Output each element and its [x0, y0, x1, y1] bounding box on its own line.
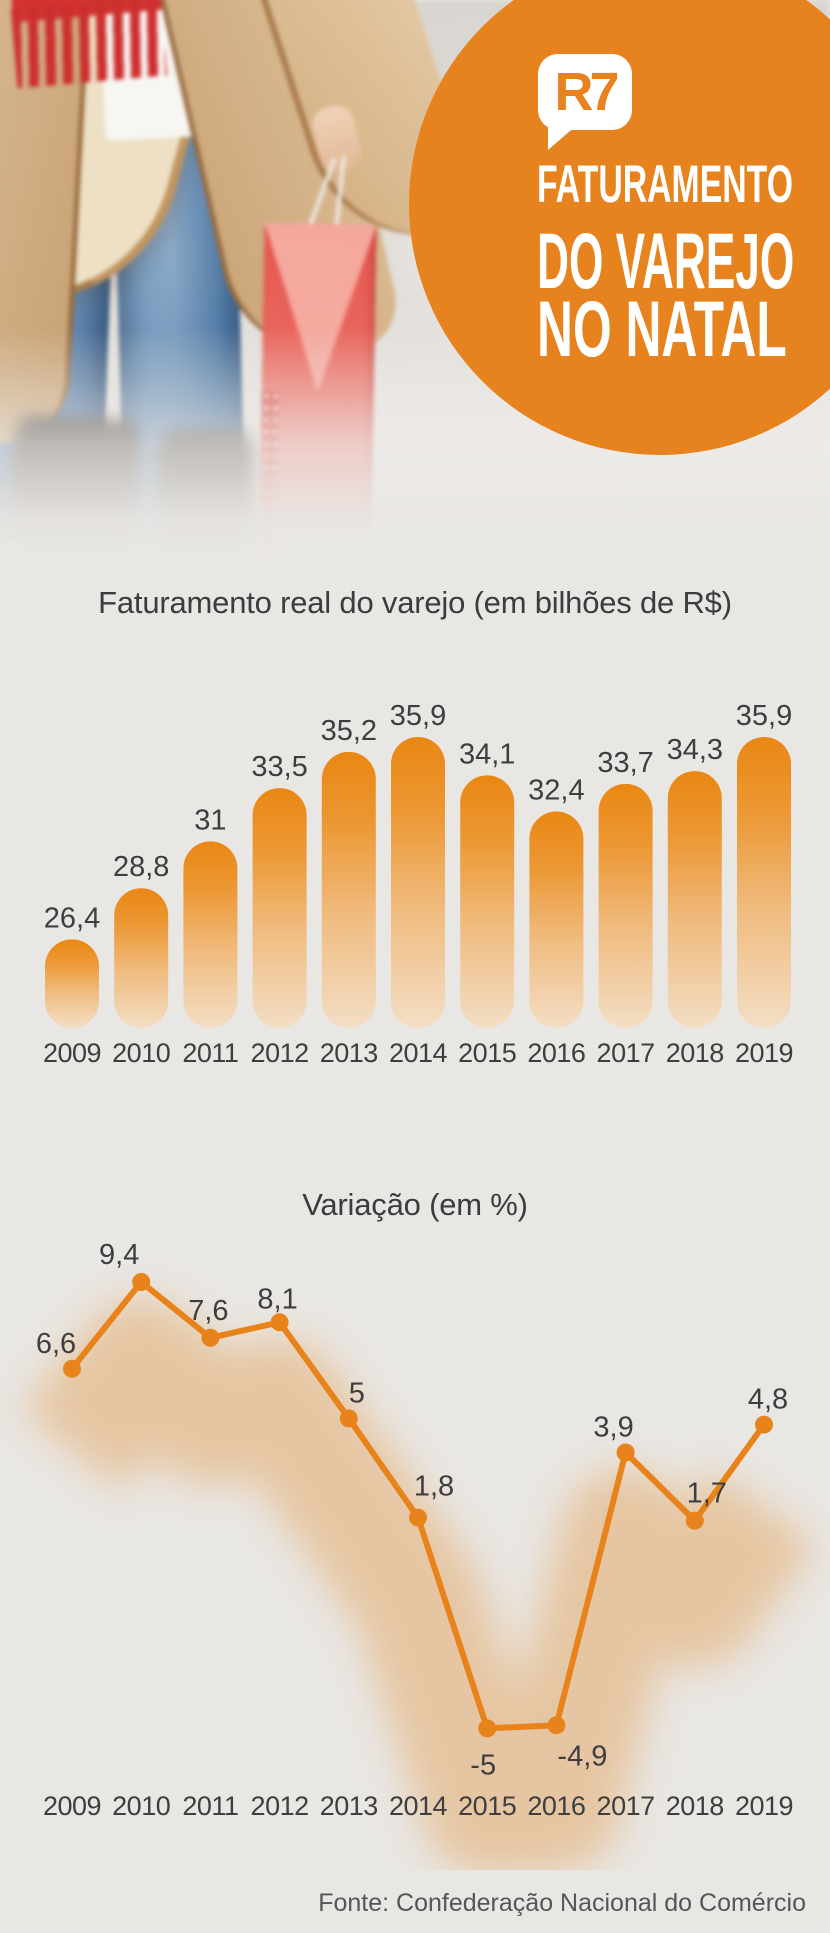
point-value-label: 4,8 — [748, 1384, 788, 1416]
bar-year-label: 2016 — [527, 1038, 585, 1068]
line-year-label: 2012 — [251, 1791, 309, 1821]
point-value-label: 7,6 — [188, 1295, 228, 1327]
red-scarf-fringe — [10, 0, 168, 89]
hero-title-line-3: NO NATAL — [537, 284, 787, 373]
hero-title-line-2: DO VAREJO — [537, 216, 795, 305]
point-dot — [547, 1716, 566, 1735]
line-year-label: 2015 — [458, 1791, 516, 1821]
bar — [321, 751, 376, 1028]
bar-year-label: 2015 — [458, 1038, 516, 1068]
bar-group-2011: 31 2011 — [182, 804, 239, 1068]
bar — [667, 771, 722, 1028]
bar — [114, 888, 169, 1028]
bar-year-label: 2013 — [320, 1038, 378, 1068]
line-year-label: 2019 — [735, 1791, 793, 1821]
r7-logo-text: R7 — [554, 62, 619, 122]
bar-value-label: 28,8 — [113, 851, 169, 883]
line-year-label: 2009 — [43, 1791, 101, 1821]
bar — [252, 788, 307, 1028]
line-year-label: 2016 — [527, 1791, 585, 1821]
bar-value-label: 31 — [194, 804, 226, 836]
bar-value-label: 34,3 — [667, 734, 723, 766]
r7-logo: R7 — [538, 54, 632, 130]
point-value-label: 1,8 — [414, 1471, 454, 1503]
line-year-label: 2013 — [320, 1791, 378, 1821]
point-dot — [409, 1508, 427, 1527]
bar-group-2016: 32,4 2016 — [527, 775, 586, 1068]
bar-value-label: 35,9 — [736, 700, 792, 732]
bar-group-2014: 35,9 2014 — [389, 700, 448, 1068]
bar-value-label: 33,5 — [251, 751, 307, 783]
point-value-label: 5 — [349, 1377, 365, 1409]
bar-value-label: 35,2 — [321, 715, 377, 747]
bar-year-label: 2010 — [112, 1038, 170, 1068]
bar — [183, 841, 238, 1028]
line-chart-title: Variação (em %) — [302, 1187, 528, 1222]
bar-year-label: 2009 — [43, 1038, 101, 1068]
bar-group-2018: 34,3 2018 — [666, 734, 725, 1068]
bar-group-2009: 26,4 2009 — [43, 902, 102, 1068]
bar-group-2013: 35,2 2013 — [320, 715, 379, 1068]
bar — [598, 783, 653, 1028]
bar — [391, 737, 445, 1028]
line-year-label: 2014 — [389, 1791, 448, 1821]
point-value-label: 1,7 — [687, 1478, 727, 1510]
point-dot — [270, 1313, 289, 1332]
bar — [529, 811, 584, 1028]
r7-logo-tail-icon — [548, 124, 578, 150]
bar-year-label: 2018 — [666, 1038, 724, 1068]
bar-year-label: 2019 — [735, 1038, 793, 1068]
bar-chart: 26,4200928,8201031201133,5201235,2201335… — [43, 700, 794, 1068]
bar — [460, 775, 515, 1028]
line-year-label: 2017 — [597, 1791, 655, 1821]
bar-group-2010: 28,8 2010 — [112, 851, 171, 1068]
point-dot — [201, 1328, 220, 1347]
line-year-label: 2010 — [112, 1791, 170, 1821]
bar-year-label: 2017 — [597, 1038, 655, 1068]
bar-year-label: 2012 — [251, 1038, 309, 1068]
bar-value-label: 26,4 — [44, 902, 100, 934]
bar — [45, 939, 99, 1028]
point-dot — [616, 1443, 635, 1462]
point-dot — [339, 1409, 358, 1428]
point-dot — [755, 1415, 773, 1434]
bar-value-label: 32,4 — [528, 775, 584, 807]
point-value-label: 3,9 — [593, 1412, 633, 1444]
point-value-label: 6,6 — [36, 1328, 76, 1360]
point-value-label: 9,4 — [99, 1239, 139, 1271]
bar-group-2019: 35,9 2019 — [735, 700, 794, 1068]
point-dot — [132, 1273, 151, 1291]
line-year-label: 2018 — [666, 1791, 724, 1821]
source-credit: Fonte: Confederação Nacional do Comércio — [318, 1889, 806, 1917]
bar-year-label: 2011 — [182, 1038, 238, 1068]
point-dot — [63, 1359, 81, 1378]
bar-chart-title: Faturamento real do varejo (em bilhões d… — [98, 585, 732, 620]
point-value-label: -4,9 — [557, 1740, 607, 1772]
line-year-label: 2011 — [182, 1791, 238, 1821]
bar-value-label: 35,9 — [390, 700, 446, 732]
line-area-wash — [21, 1299, 817, 1870]
point-dot — [478, 1719, 497, 1738]
line-chart: 6,6 2009 9,4 2010 7,6 2011 8,1 2012 5 2013 1,8 2014… — [21, 1239, 817, 1870]
bar-value-label: 33,7 — [597, 747, 653, 779]
point-dot — [685, 1511, 704, 1530]
bar-value-label: 34,1 — [459, 738, 515, 770]
point-value-label: 8,1 — [257, 1283, 297, 1315]
bar-group-2012: 33,5 2012 — [251, 751, 310, 1068]
bar-group-2017: 33,7 2017 — [597, 747, 656, 1068]
bar-group-2015: 34,1 2015 — [458, 738, 517, 1068]
bar-year-label: 2014 — [389, 1038, 448, 1068]
hero-title-line-1: FATURAMENTO — [537, 154, 793, 215]
bar — [737, 737, 791, 1028]
point-value-label: -5 — [470, 1749, 496, 1781]
